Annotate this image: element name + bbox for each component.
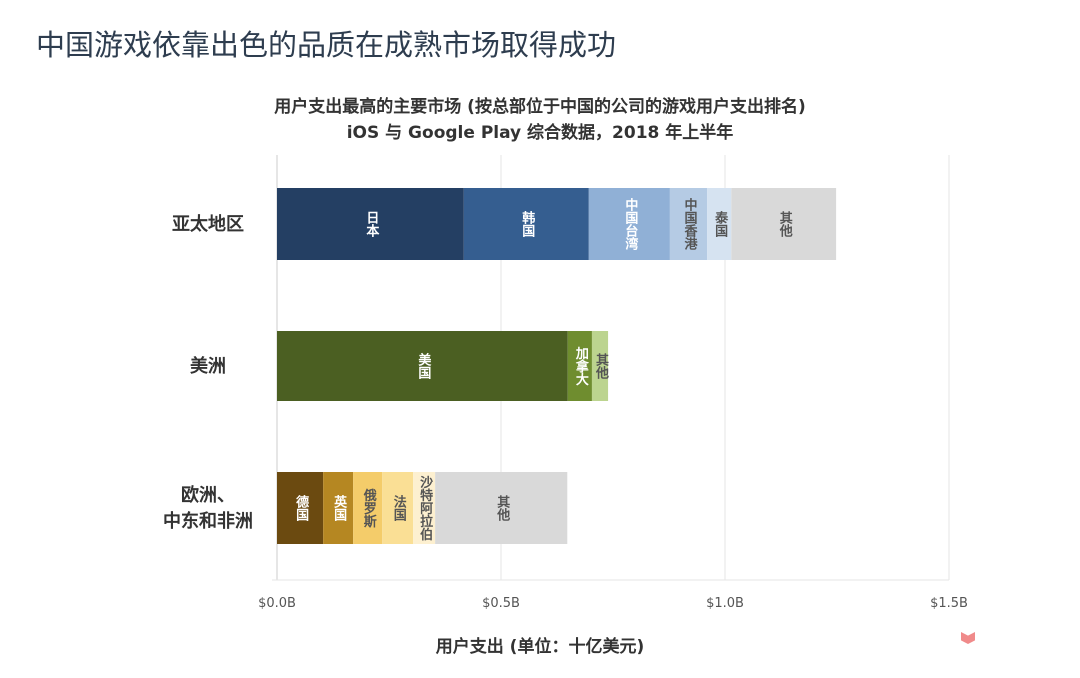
bar-segment [277, 331, 568, 401]
segment-label: 韩国 [519, 211, 535, 237]
bar-segment [323, 472, 354, 544]
segment-label: 泰国 [712, 211, 728, 237]
x-tick-label: $1.0B [706, 596, 744, 611]
bar-segment [567, 331, 592, 401]
segment-label: 日本 [363, 211, 379, 237]
bar-segment [707, 188, 732, 260]
bar-segment [353, 472, 383, 544]
x-tick-label: $0.0B [258, 596, 296, 611]
bar-segment [435, 472, 568, 544]
segment-label: 加拿大 [572, 346, 588, 386]
segment-label: 法国 [390, 495, 406, 521]
x-axis-label: 用户支出 (单位：十亿美元) [435, 637, 645, 657]
page-title: 中国游戏依靠出色的品质在成熟市场取得成功 [36, 28, 617, 62]
bar-segment [731, 188, 837, 260]
bar-segment [382, 472, 414, 544]
chart-subtitle: iOS 与 Google Play 综合数据，2018 年上半年 [346, 123, 734, 143]
segment-label: 美国 [415, 353, 431, 379]
segment-label: 其他 [494, 495, 510, 521]
bar-segment [413, 472, 436, 544]
category-label: 亚太地区 [172, 213, 244, 235]
segment-label: 俄罗斯 [360, 488, 376, 528]
category-label: 美洲 [190, 355, 226, 377]
x-tick-label: $1.5B [930, 596, 968, 611]
bar-segment [277, 188, 464, 260]
bar-segment [588, 188, 670, 260]
bar-segment [591, 331, 609, 401]
x-tick-label: $0.5B [482, 596, 520, 611]
segment-label: 沙特阿拉伯 [417, 475, 433, 541]
segment-label: 中国台湾 [622, 198, 638, 250]
bar-segment [277, 472, 324, 544]
bar-segment [669, 188, 708, 260]
segment-label: 德国 [293, 495, 309, 521]
category-label: 欧洲、中东和非洲 [163, 484, 253, 532]
logo-icon [961, 632, 975, 644]
segment-label: 中国香港 [681, 198, 697, 250]
segment-label: 其他 [776, 211, 792, 237]
segment-label: 其他 [593, 353, 608, 379]
chart-title: 用户支出最高的主要市场 (按总部位于中国的公司的游戏用户支出排名) [274, 97, 806, 117]
bar-segment [463, 188, 589, 260]
segment-label: 英国 [331, 495, 347, 521]
